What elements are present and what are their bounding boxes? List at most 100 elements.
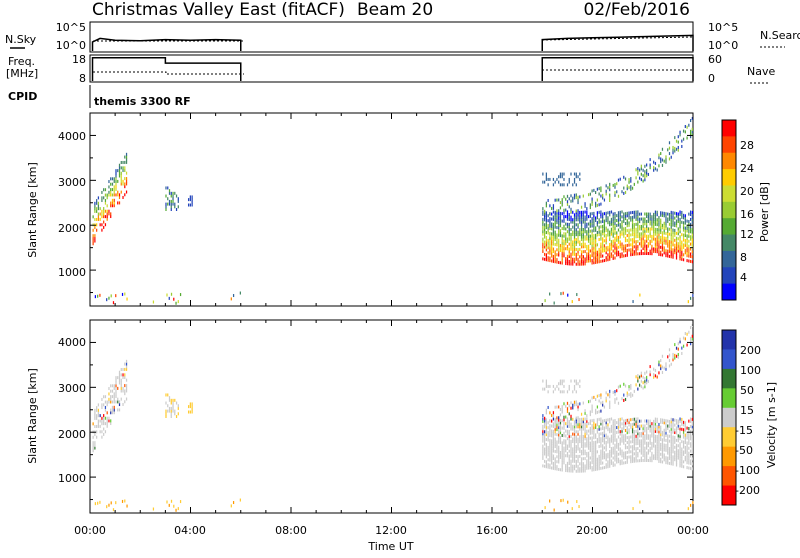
power-cell: [573, 213, 576, 217]
velocity-cell: [609, 417, 611, 421]
power-cell: [602, 254, 604, 258]
power-cell: [675, 256, 678, 260]
velocity-cell: [654, 452, 657, 456]
power-cell: [640, 237, 642, 241]
power-cell: [614, 236, 616, 240]
power-cell: [665, 160, 667, 164]
power-cell: [631, 230, 634, 234]
power-cell: [605, 219, 607, 223]
power-cell: [549, 219, 551, 223]
velocity-cell: [598, 394, 600, 398]
power-cell: [644, 232, 646, 236]
velocity-cell: [584, 452, 586, 456]
velocity-cell: [96, 435, 98, 439]
power-cell: [605, 258, 607, 262]
velocity-cell: [566, 454, 569, 458]
velocity-cell: [584, 432, 586, 436]
velocity-cell: [111, 400, 114, 404]
power-cell: [579, 240, 581, 244]
power-cell: [665, 222, 667, 226]
velocity-cell: [603, 441, 606, 445]
power-cell: [653, 247, 655, 251]
power-cell: [115, 182, 117, 186]
velocity-cell: [580, 435, 583, 439]
velocity-cell: [559, 382, 562, 386]
velocity-cell: [602, 436, 604, 440]
velocity-cell: [118, 400, 121, 404]
power-cell: [117, 193, 119, 197]
power-cell: [584, 225, 586, 229]
power-cell: [542, 245, 544, 249]
velocity-cell: [619, 442, 621, 446]
power-cell: [635, 250, 637, 254]
power-cell: [686, 239, 688, 243]
power-cell: [103, 196, 105, 200]
power-cell: [570, 240, 572, 244]
power-cell: [649, 234, 651, 238]
power-cell: [647, 172, 650, 176]
velocity-cell: [558, 448, 560, 452]
power-cell: [684, 241, 686, 245]
power-cell: [677, 249, 679, 253]
velocity-cell: [681, 427, 683, 431]
power-cell: [651, 225, 653, 229]
velocity-cell: [544, 432, 546, 436]
power-cell: [638, 232, 641, 236]
power-cell: [600, 245, 602, 249]
power-cell: [635, 168, 637, 172]
velocity-cell: [593, 431, 595, 435]
power-cell: [603, 219, 606, 223]
velocity-cell: [565, 454, 567, 458]
nsearch-series-line-2: [541, 36, 694, 41]
power-cell: [600, 235, 602, 239]
power-cell: [566, 259, 569, 263]
power-cell: [101, 223, 103, 227]
velocity-cell: [651, 429, 653, 433]
velocity-cell: [577, 416, 579, 420]
power-data-cells: [92, 117, 694, 305]
velocity-cell: [688, 429, 690, 433]
velocity-cell: [649, 446, 651, 450]
power-cell: [642, 229, 644, 233]
power-cell: [106, 298, 108, 302]
velocity-cell: [544, 419, 546, 423]
velocity-cell: [674, 428, 676, 432]
power-cell: [686, 224, 688, 228]
velocity-cell: [584, 434, 586, 438]
velocity-cell: [106, 505, 108, 509]
power-cell: [628, 216, 630, 220]
power-cell: [582, 255, 584, 259]
power-cell: [672, 233, 674, 237]
velocity-cell: [565, 464, 567, 468]
power-cell: [670, 213, 672, 217]
power-cell: [656, 228, 658, 232]
power-cell: [552, 183, 555, 187]
power-cell: [545, 253, 548, 257]
velocity-cell: [104, 395, 107, 399]
velocity-cell: [568, 462, 570, 466]
velocity-cell: [637, 374, 639, 378]
velocity-cell: [563, 453, 565, 457]
velocity-cell: [554, 445, 556, 449]
power-cell: [579, 172, 581, 176]
power-cell: [110, 193, 112, 197]
power-cell: [593, 214, 595, 218]
power-cell: [568, 227, 570, 231]
power-cell: [596, 187, 599, 191]
velocity-cell: [668, 353, 671, 357]
velocity-cell: [642, 381, 644, 385]
velocity-cell: [575, 422, 577, 426]
power-cell: [568, 197, 570, 201]
velocity-cell: [610, 439, 613, 443]
velocity-cell: [94, 408, 96, 412]
velocity-cell: [554, 432, 556, 436]
velocity-cell: [661, 418, 664, 422]
power-cell: [166, 293, 168, 297]
velocity-cell: [125, 384, 128, 388]
velocity-cell: [658, 459, 660, 463]
velocity-cell: [542, 379, 544, 383]
velocity-cell: [575, 416, 577, 420]
power-cell: [580, 218, 583, 222]
power-cell: [570, 218, 572, 222]
velocity-cell: [605, 423, 607, 427]
